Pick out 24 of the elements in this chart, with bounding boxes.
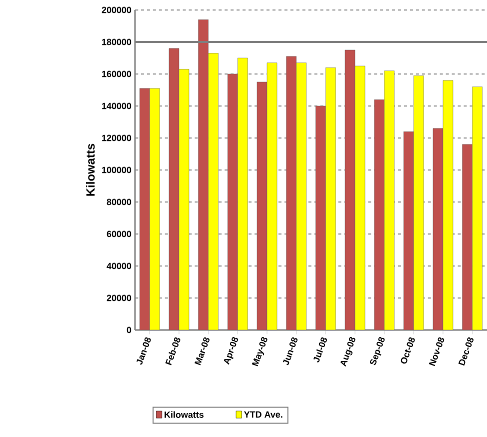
x-tick-label: Jan-08 — [136, 337, 151, 365]
legend-label: Kilowatts — [164, 411, 204, 418]
y-tick-label: 20000 — [106, 294, 132, 302]
x-tick-label: Aug-08 — [340, 337, 356, 367]
y-tick-label: 200000 — [102, 6, 132, 14]
y-tick-label: 40000 — [106, 262, 132, 270]
x-tick-label: Apr-08 — [224, 337, 238, 365]
y-tick-label: 160000 — [102, 70, 132, 78]
y-tick-label: 100000 — [102, 166, 132, 174]
x-tick-label: Jun-08 — [282, 337, 298, 366]
y-tick-label: 80000 — [106, 198, 132, 206]
y-tick-label: 60000 — [106, 230, 132, 238]
x-tick-label: Oct-08 — [400, 337, 415, 364]
y-axis-title: Kilowatts — [86, 144, 95, 196]
x-tick-label: Feb-08 — [165, 337, 180, 366]
y-tick-label: 120000 — [102, 134, 132, 142]
x-tick-label: Sep-08 — [370, 337, 385, 366]
x-tick-label: Jul-08 — [313, 337, 327, 362]
x-tick-label: Mar-08 — [194, 337, 210, 366]
x-tick-label: Dec-08 — [458, 337, 474, 366]
y-tick-label: 140000 — [102, 102, 132, 110]
y-tick-label: 0 — [126, 326, 132, 334]
y-tick-label: 180000 — [102, 38, 132, 46]
legend-label: YTD Ave. — [244, 411, 282, 418]
